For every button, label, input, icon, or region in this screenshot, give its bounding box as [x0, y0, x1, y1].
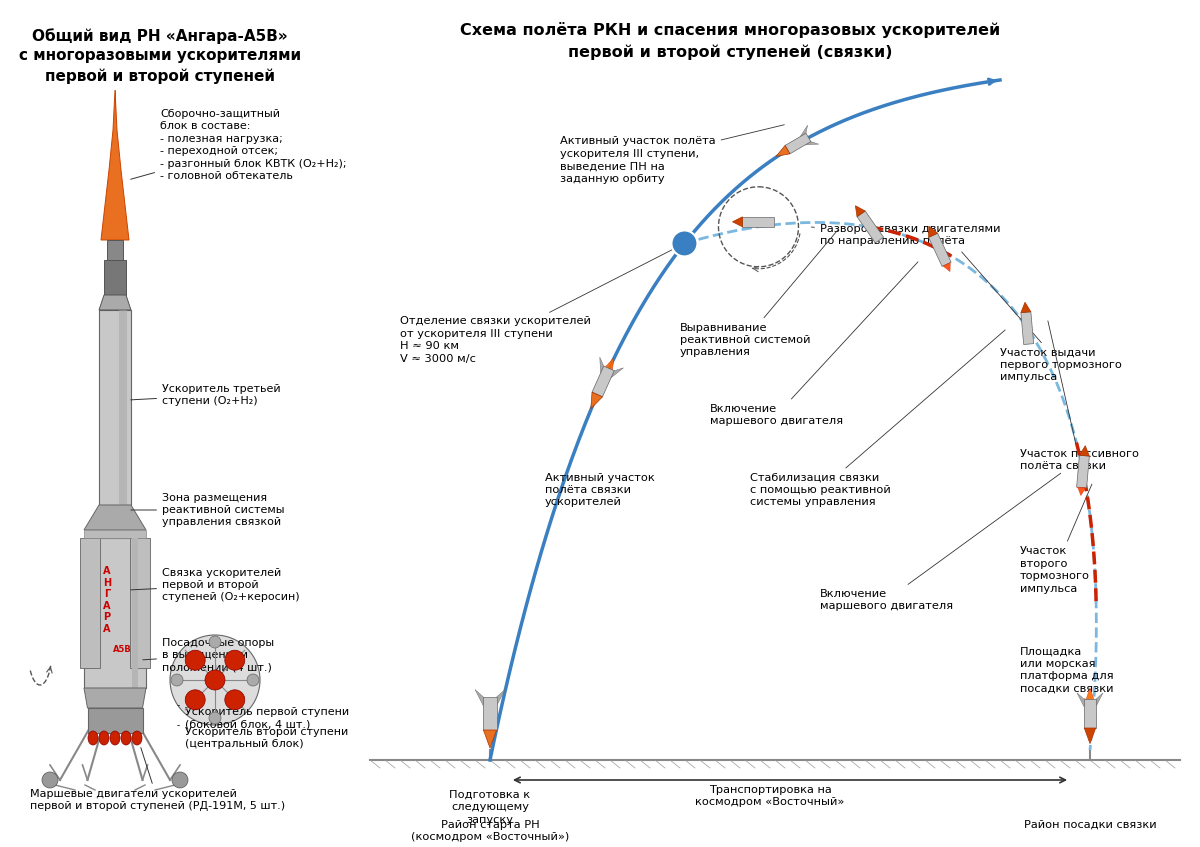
Circle shape	[170, 635, 260, 725]
Text: Транспортировка на
космодром «Восточный»: Транспортировка на космодром «Восточный»	[695, 785, 845, 807]
Polygon shape	[743, 217, 774, 227]
Text: Стабилизация связки
с помощью реактивной
системы управления: Стабилизация связки с помощью реактивной…	[750, 330, 1006, 507]
Text: Активный участок полёта
ускорителя III ступени,
выведение ПН на
заданную орбиту: Активный участок полёта ускорителя III с…	[560, 125, 785, 184]
Text: Ускоритель первой ступени
(боковой блок, 4 шт.): Ускоритель первой ступени (боковой блок,…	[178, 706, 349, 729]
Circle shape	[209, 712, 221, 724]
Polygon shape	[856, 206, 865, 217]
Text: первой и второй ступеней: первой и второй ступеней	[46, 68, 275, 84]
Polygon shape	[776, 146, 790, 157]
Circle shape	[172, 772, 188, 788]
Polygon shape	[475, 689, 484, 706]
Text: Отделение связки ускорителей
от ускорителя III ступени
Н ≈ 90 км
V ≈ 3000 м/с: Отделение связки ускорителей от ускорите…	[400, 245, 682, 363]
Text: Включение
маршевого двигателя: Включение маршевого двигателя	[820, 473, 1061, 612]
Polygon shape	[785, 133, 811, 154]
Text: Ускоритель второй ступени
(центральный блок): Ускоритель второй ступени (центральный б…	[178, 725, 348, 750]
Text: Площадка
или морская
платформа для
посадки связки: Площадка или морская платформа для посад…	[1020, 646, 1114, 712]
Text: Район посадки связки: Район посадки связки	[1024, 820, 1157, 830]
Polygon shape	[484, 730, 497, 748]
Text: А
Н
Г
А
Р
А: А Н Г А Р А	[103, 566, 112, 634]
Circle shape	[205, 670, 226, 690]
Bar	[84, 530, 146, 538]
Text: Связка ускорителей
первой и второй
ступеней (О₂+керосин): Связка ускорителей первой и второй ступе…	[131, 567, 300, 602]
Polygon shape	[592, 366, 614, 397]
Polygon shape	[1021, 302, 1031, 313]
Polygon shape	[1021, 312, 1033, 345]
Text: Подготовка к
следующему
запуску: Подготовка к следующему запуску	[450, 790, 530, 825]
Polygon shape	[943, 263, 950, 272]
Circle shape	[172, 674, 182, 686]
Text: Район старта РН
(космодром «Восточный»): Район старта РН (космодром «Восточный»)	[410, 820, 569, 843]
Text: Ускоритель третьей
ступени (О₂+Н₂): Ускоритель третьей ступени (О₂+Н₂)	[131, 384, 281, 407]
Bar	[88, 708, 143, 733]
Polygon shape	[805, 141, 818, 145]
Text: Участок
второго
тормозного
импульса: Участок второго тормозного импульса	[1020, 484, 1092, 594]
Text: Включение
маршевого двигателя: Включение маршевого двигателя	[710, 262, 918, 426]
Text: Посадочные опоры
в выпущенном
положении (4 шт.): Посадочные опоры в выпущенном положении …	[143, 638, 274, 673]
Polygon shape	[484, 697, 497, 730]
Polygon shape	[1085, 700, 1096, 728]
Bar	[119, 310, 127, 505]
Text: Участок пассивного
полёта связки: Участок пассивного полёта связки	[1020, 321, 1139, 471]
Text: А5В: А5В	[113, 645, 131, 655]
Polygon shape	[1085, 728, 1096, 744]
Circle shape	[224, 650, 245, 670]
Polygon shape	[1096, 693, 1103, 707]
Text: Разворот связки двигателями
по направлению полёта: Разворот связки двигателями по направлен…	[811, 224, 1001, 246]
Ellipse shape	[98, 731, 109, 745]
Bar	[132, 538, 138, 688]
Text: Выравнивание
реактивной системой
управления: Выравнивание реактивной системой управле…	[680, 229, 839, 357]
Ellipse shape	[132, 731, 142, 745]
Polygon shape	[1078, 693, 1085, 707]
Bar	[107, 240, 124, 260]
Polygon shape	[732, 217, 743, 227]
Polygon shape	[84, 688, 146, 708]
Bar	[80, 538, 100, 668]
Polygon shape	[800, 125, 808, 136]
Polygon shape	[1076, 455, 1090, 488]
Polygon shape	[1080, 446, 1090, 456]
Circle shape	[209, 636, 221, 648]
Polygon shape	[590, 392, 602, 409]
Text: Участок выдачи
первого тормозного
импульса: Участок выдачи первого тормозного импуль…	[961, 252, 1122, 382]
Text: с многоразовыми ускорителями: с многоразовыми ускорителями	[19, 48, 301, 63]
Text: Активный участок
полёта связки
ускорителей: Активный участок полёта связки ускорител…	[545, 473, 655, 507]
Polygon shape	[1086, 688, 1094, 700]
Circle shape	[185, 689, 205, 710]
Bar	[104, 260, 126, 295]
Text: Схема полёта РКН и спасения многоразовых ускорителей: Схема полёта РКН и спасения многоразовых…	[460, 22, 1000, 38]
Polygon shape	[497, 689, 505, 706]
Polygon shape	[929, 226, 937, 237]
Ellipse shape	[110, 731, 120, 745]
Text: Сборочно-защитный
блок в составе:
- полезная нагрузка;
- переходной отсек;
- раз: Сборочно-защитный блок в составе: - поле…	[131, 109, 347, 181]
Polygon shape	[606, 357, 613, 370]
Circle shape	[224, 689, 245, 710]
Polygon shape	[600, 357, 604, 374]
Bar	[130, 538, 150, 668]
Ellipse shape	[88, 731, 98, 745]
Polygon shape	[611, 368, 624, 378]
Polygon shape	[1078, 487, 1086, 495]
Polygon shape	[857, 211, 883, 243]
Circle shape	[42, 772, 58, 788]
Bar	[98, 310, 131, 505]
Circle shape	[672, 230, 697, 257]
Polygon shape	[98, 295, 131, 310]
Circle shape	[247, 674, 259, 686]
Polygon shape	[101, 90, 130, 240]
Ellipse shape	[121, 731, 131, 745]
Bar	[84, 538, 146, 688]
Circle shape	[185, 650, 205, 670]
Text: Маршевые двигатели ускорителей
первой и второй ступеней (РД-191М, 5 шт.): Маршевые двигатели ускорителей первой и …	[30, 748, 286, 811]
Text: Зона размещения
реактивной системы
управления связкой: Зона размещения реактивной системы управ…	[131, 493, 284, 528]
Polygon shape	[84, 505, 146, 530]
Text: первой и второй ступеней (связки): первой и второй ступеней (связки)	[568, 44, 893, 59]
Text: Общий вид РН «Ангара-А5В»: Общий вид РН «Ангара-А5В»	[32, 28, 288, 44]
Polygon shape	[929, 233, 952, 267]
